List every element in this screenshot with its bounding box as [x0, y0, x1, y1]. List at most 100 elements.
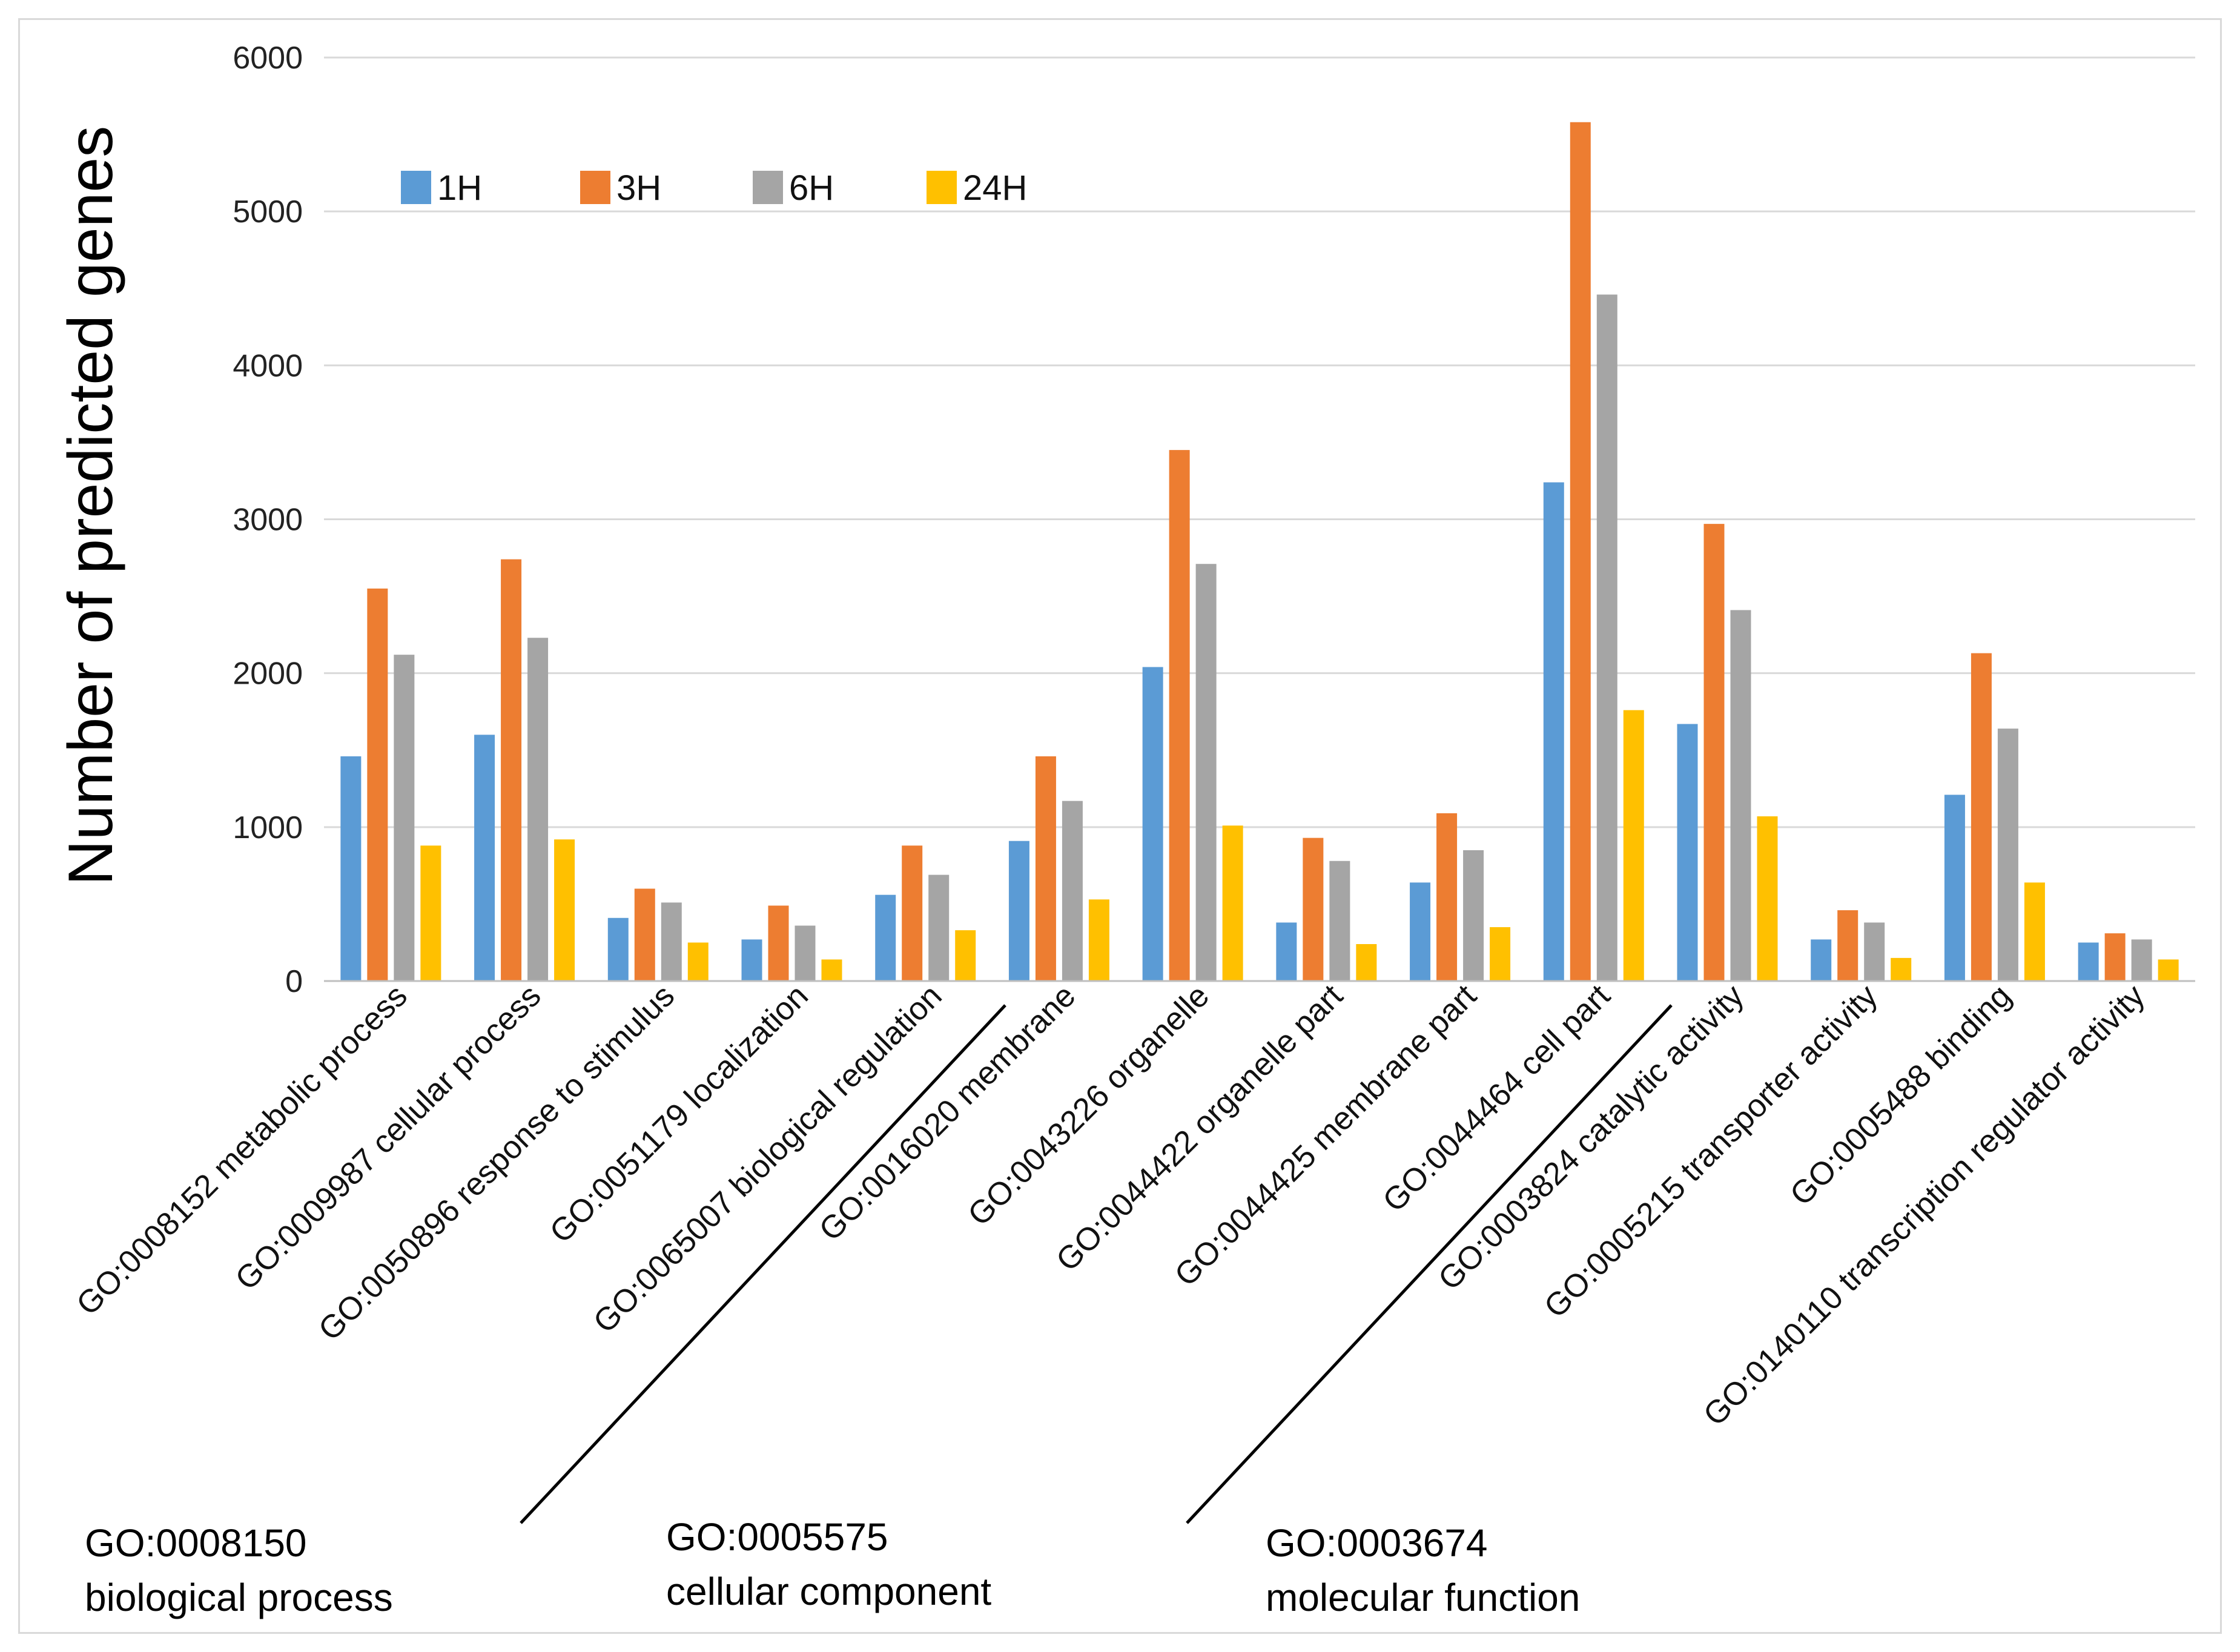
y-tick-label: 4000: [233, 348, 303, 383]
legend-label: 1H: [437, 168, 482, 208]
legend-swatch: [753, 171, 783, 204]
bar-1h-4: [741, 939, 762, 981]
grid-lines: [324, 56, 2195, 828]
bar-3h-2: [501, 559, 522, 981]
bar-3h-4: [768, 905, 789, 981]
bar-3h-8: [1303, 838, 1324, 981]
bar-1h-5: [875, 894, 896, 981]
bar-24h-6: [1088, 899, 1109, 981]
bar-3h-6: [1035, 756, 1056, 981]
bar-24h-10: [1623, 710, 1644, 981]
bar-6h-10: [1596, 294, 1617, 982]
group-label-biological-process: GO:0008150 biological process: [85, 1521, 393, 1619]
bar-24h-9: [1490, 927, 1511, 981]
category-label: GO:0016020 membrane: [813, 978, 1083, 1248]
bar-1h-1: [340, 756, 362, 981]
category-label: GO:0044464 cell part: [1376, 978, 1617, 1219]
svg-text:molecular function: molecular function: [1266, 1576, 1580, 1619]
group-label-cellular-component: GO:0005575 cellular component: [666, 1515, 991, 1613]
bar-6h-6: [1062, 801, 1083, 981]
category-label: GO:0043226 organelle: [961, 978, 1216, 1233]
bar-1h-3: [607, 917, 629, 981]
bar-1h-13: [1944, 795, 1965, 981]
legend-item-1h: 1H: [401, 168, 482, 208]
legend-swatch: [580, 171, 610, 204]
svg-text:GO:0003674: GO:0003674: [1266, 1521, 1488, 1565]
legend-item-24h: 24H: [927, 168, 1027, 208]
legend-item-6h: 6H: [753, 168, 834, 208]
y-axis-ticks: 0 1000 2000 3000 4000 5000 6000: [233, 41, 303, 999]
bar-6h-11: [1730, 610, 1751, 981]
y-tick-label: 1000: [233, 810, 303, 845]
svg-text:biological process: biological process: [85, 1576, 393, 1619]
bar-6h-13: [1997, 729, 2018, 981]
legend: 1H 3H 6H 24H: [401, 168, 1027, 208]
bar-24h-4: [821, 959, 842, 981]
bar-6h-1: [394, 655, 415, 981]
bar-3h-12: [1837, 910, 1858, 981]
legend-label: 3H: [616, 168, 661, 208]
legend-swatch: [401, 171, 431, 204]
bar-1h-9: [1410, 882, 1431, 981]
svg-text:GO:0005575: GO:0005575: [666, 1515, 888, 1559]
bar-24h-2: [554, 839, 575, 981]
bar-3h-5: [902, 845, 923, 981]
category-label: GO:0044422 organelle part: [1049, 978, 1350, 1278]
legend-item-3h: 3H: [580, 168, 661, 208]
bar-6h-7: [1195, 564, 1217, 981]
bar-3h-3: [634, 888, 655, 981]
bar-1h-6: [1008, 841, 1029, 981]
bar-1h-14: [2078, 942, 2099, 981]
svg-text:cellular component: cellular component: [666, 1570, 991, 1613]
y-tick-label: 6000: [233, 41, 303, 76]
bar-24h-8: [1356, 944, 1377, 981]
bar-6h-12: [1864, 922, 1885, 981]
bar-3h-7: [1169, 450, 1190, 981]
y-tick-label: 3000: [233, 503, 303, 538]
bar-3h-9: [1436, 813, 1458, 981]
y-tick-label: 0: [285, 964, 303, 999]
category-label: GO:0005488 binding: [1783, 978, 2018, 1213]
bar-6h-14: [2131, 939, 2152, 981]
group-label-molecular-function: GO:0003674 molecular function: [1266, 1521, 1580, 1619]
bar-6h-8: [1329, 861, 1350, 981]
bar-1h-7: [1142, 667, 1163, 981]
bar-24h-14: [2158, 959, 2179, 981]
bar-6h-3: [661, 902, 682, 981]
bar-24h-7: [1222, 825, 1243, 981]
bar-24h-13: [2024, 882, 2045, 981]
category-label: GO:0051179 localization: [543, 978, 815, 1250]
legend-label: 6H: [789, 168, 834, 208]
legend-label: 24H: [963, 168, 1027, 208]
group-divider-2: [1186, 1004, 1673, 1524]
chart-frame: [18, 18, 2222, 1634]
bar-1h-12: [1811, 939, 1832, 981]
bars: [340, 122, 2179, 982]
bar-24h-12: [1891, 957, 1912, 981]
bar-3h-14: [2104, 933, 2126, 981]
group-divider-1: [520, 1004, 1006, 1524]
bar-6h-4: [795, 925, 816, 981]
bar-6h-2: [527, 638, 549, 981]
y-axis-label: Number of predicted genes: [56, 126, 126, 886]
bar-3h-10: [1570, 122, 1591, 981]
bar-24h-1: [420, 845, 441, 981]
y-tick-label: 2000: [233, 656, 303, 692]
bar-24h-3: [687, 942, 709, 981]
bar-6h-9: [1463, 850, 1484, 981]
bar-1h-11: [1677, 724, 1698, 981]
bar-1h-8: [1276, 922, 1297, 981]
bar-6h-5: [928, 874, 950, 981]
bar-24h-5: [955, 930, 976, 981]
y-tick-label: 5000: [233, 194, 303, 230]
bar-24h-11: [1757, 816, 1778, 981]
svg-text:GO:0008150: GO:0008150: [85, 1521, 307, 1565]
bar-3h-1: [367, 588, 388, 981]
bar-3h-11: [1703, 524, 1725, 981]
bar-1h-10: [1543, 482, 1564, 981]
bar-3h-13: [1971, 653, 1992, 981]
bar-1h-2: [474, 735, 495, 981]
legend-swatch: [927, 171, 957, 204]
